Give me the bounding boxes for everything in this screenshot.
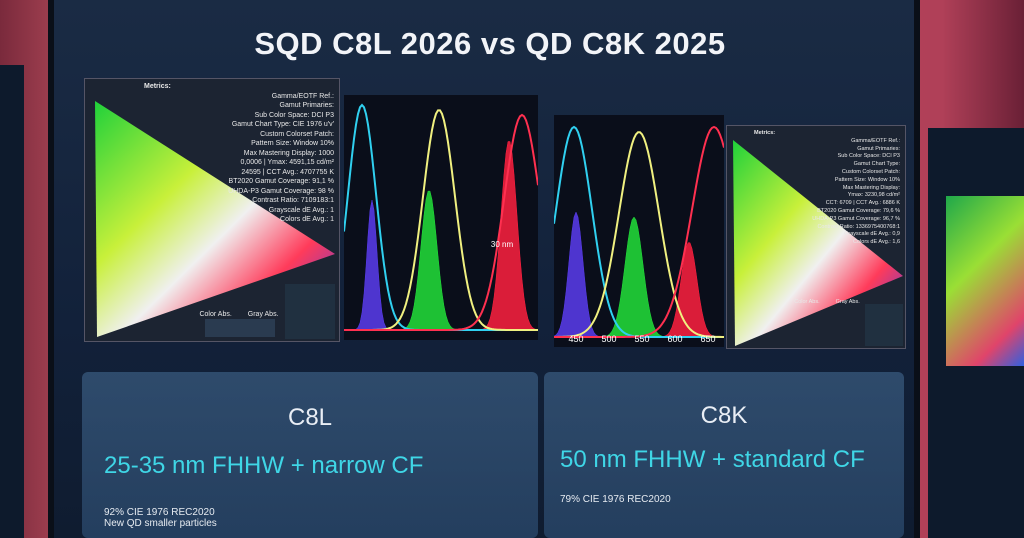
metrics-row: Colors dE Avg.: 1 — [280, 216, 334, 223]
spectrum-x-label: 500 — [601, 334, 616, 344]
panel-heading: C8K — [700, 402, 748, 429]
metrics-checkbox-label: Metrics: — [144, 83, 171, 90]
spectrum-curve — [554, 125, 724, 338]
metrics-row: Sub Color Space: DCI P3 — [837, 153, 900, 160]
panel-notes: 79% CIE 1976 REC2020 — [560, 494, 671, 505]
spectrum-curve — [554, 131, 724, 338]
swatches — [205, 319, 275, 337]
right-metrics: Metrics: Gamma/EOTF Ref.: Gamut Primaries:… — [754, 130, 900, 307]
metrics-row: Colors dE Avg.: 1,6 — [853, 239, 900, 246]
metrics-row: Grayscale dE Avg.: 1 — [268, 206, 334, 214]
panel-notes: 92% CIE 1976 REC2020 New QD smaller parti… — [104, 507, 217, 529]
metrics-row: 0,0006 | Ymax: 4591,15 cd/m² — [240, 159, 334, 166]
metrics-row: Custom Colorset Patch: — [841, 168, 900, 175]
spectrum-x-label: 550 — [634, 334, 649, 344]
swatch-labels: Color Abs. Gray Abs. — [754, 299, 900, 307]
swatch-label: Color Abs. — [199, 310, 232, 318]
panel-heading: C8L — [287, 404, 333, 431]
panel-spec: 50 nm FHHW + standard CF — [560, 446, 865, 473]
right-screen-gamut — [946, 196, 1024, 366]
metrics-row: Pattern Size: Window 10% — [251, 140, 334, 147]
spectrum-x-label: 650 — [700, 334, 715, 344]
right-spectrum: 450 500 550 600 650 — [554, 115, 724, 347]
metrics-row: Max Mastering Display: 1000 — [243, 149, 334, 157]
metrics-row: Gamut Primaries: — [279, 102, 334, 109]
inset — [285, 284, 335, 339]
panel-note: New QD smaller particles — [104, 518, 217, 529]
metrics-row: Sub Color Space: DCI P3 — [254, 111, 334, 119]
spectrum-curve — [344, 113, 538, 331]
spectrum-x-label: 600 — [667, 334, 682, 344]
metrics-row: BT2020 Gamut Coverage: 91,1 % — [228, 178, 334, 185]
left-panel: C8L 25-35 nm FHHW + narrow CF 92% CIE 19… — [82, 372, 538, 538]
metrics-row: UHDA-P3 Gamut Coverage: 96,7 % — [812, 215, 900, 222]
right-panel: C8K 50 nm FHHW + standard CF 79% CIE 197… — [544, 372, 904, 538]
metrics-row: Gamut Chart Type: — [853, 161, 900, 168]
spectrum-annotation: 30 nm — [491, 240, 514, 249]
panel-note: 92% CIE 1976 REC2020 — [104, 507, 215, 518]
metrics-row: Pattern Size: Window 10% — [834, 176, 900, 183]
swatch-label: Color Abs. — [794, 298, 820, 305]
right-screen — [928, 128, 1024, 538]
left-screen-edge — [0, 65, 24, 538]
gamut-triangle — [733, 140, 903, 346]
swatch-label: Gray Abs. — [247, 310, 279, 318]
metrics-row: Grayscale dE Avg.: 0,9 — [844, 231, 900, 238]
spectrum-x-label: 450 — [568, 334, 583, 344]
left-gamut-chart — [84, 78, 340, 342]
metrics-row: Custom Colorset Patch: — [260, 130, 334, 138]
right-gamut-svg — [733, 140, 903, 346]
tv-screen: SQD C8L 2026 vs QD C8K 2025 Metrics: Gamm… — [48, 0, 920, 538]
metrics-checkbox-label: Metrics: — [754, 130, 776, 136]
metrics-row: Gamut Primaries: — [857, 145, 900, 152]
left-gamut-svg — [95, 101, 335, 339]
right-gamut-chart — [726, 125, 906, 349]
metrics-row: Ymax: 3230,98 cd/m² — [847, 192, 900, 199]
gamut-triangle — [95, 101, 335, 337]
metrics-row: BT2020 Gamut Coverage: 79,6 % — [817, 207, 900, 214]
swatch-labels: Color Abs. Gray Abs. — [144, 310, 334, 320]
inset — [865, 304, 903, 346]
metrics-row: Gamma/EOTF Ref.: — [271, 92, 334, 100]
metrics-row: UHDA-P3 Gamut Coverage: 98 % — [228, 187, 334, 195]
slide-title: SQD C8L 2026 vs QD C8K 2025 — [254, 26, 726, 61]
metrics-row: Contrast Ratio: 1336975400768:1 — [817, 223, 900, 230]
panel-spec: 25-35 nm FHHW + narrow CF — [104, 452, 424, 479]
metrics-row: 24595 | CCT Avg.: 4707755 K — [241, 168, 334, 176]
left-spectrum: 30 nm — [344, 95, 538, 340]
metrics-row: Max Mastering Display: — [842, 184, 900, 191]
panel-note: 79% CIE 1976 REC2020 — [560, 494, 671, 505]
metrics-row: Contrast Ratio: 7109183:1 — [252, 197, 334, 204]
left-metrics: Metrics: Gamma/EOTF Ref.: Gamut Primaries:… — [144, 82, 334, 319]
metrics-row: Gamma/EOTF Ref.: — [851, 137, 900, 144]
swatch-label: Gray Abs. — [835, 298, 860, 305]
metrics-row: Gamut Chart Type: CIE 1976 u'v' — [231, 121, 334, 128]
metrics-row: CCT: 6709 | CCT Avg.: 6886 K — [825, 200, 900, 207]
